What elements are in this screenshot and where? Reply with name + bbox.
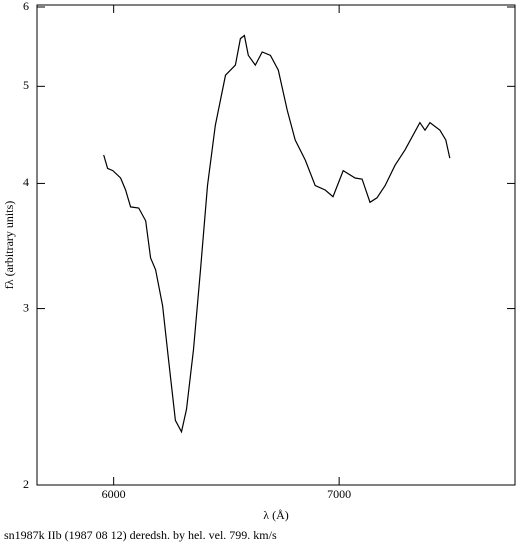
x-axis-label: λ (Å) bbox=[263, 508, 288, 522]
y-tick-label: 2 bbox=[23, 477, 29, 491]
plot-frame bbox=[36, 4, 516, 486]
caption: sn1987k IIb (1987 08 12) deredsh. by hel… bbox=[4, 528, 277, 542]
spectrum-line bbox=[103, 34, 451, 434]
y-axis-label: fλ (arbitrary units) bbox=[2, 201, 16, 289]
x-tick-label: 7000 bbox=[327, 487, 351, 501]
y-tick-label: 3 bbox=[23, 300, 29, 314]
y-tick-label: 4 bbox=[23, 175, 29, 189]
y-tick-label: 6 bbox=[23, 0, 29, 13]
y-tick-label: 5 bbox=[23, 78, 29, 92]
x-tick-label: 6000 bbox=[102, 487, 126, 501]
